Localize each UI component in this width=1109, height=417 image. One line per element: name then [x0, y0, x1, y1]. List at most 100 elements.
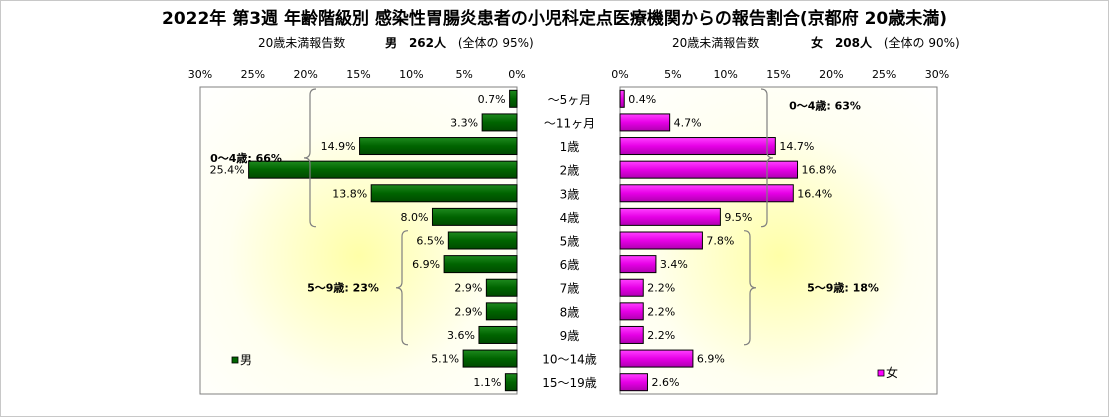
male-header: 20歳未満報告数 男 262人 (全体の 95%)	[258, 34, 534, 51]
category-label: 9歳	[560, 329, 580, 343]
female-header: 20歳未満報告数 女 208人 (全体の 90%)	[672, 34, 960, 51]
female-data-label: 2.2%	[647, 329, 675, 342]
male-total: 262人	[408, 36, 447, 50]
male-bar	[504, 373, 518, 392]
female-bar	[619, 325, 644, 344]
female-data-label: 2.6%	[651, 376, 679, 389]
category-label: ～5ヶ月	[548, 93, 592, 107]
female-data-label: 16.4%	[797, 187, 832, 200]
female-bar	[619, 137, 776, 156]
male-bar	[359, 137, 518, 156]
female-bar	[619, 373, 648, 392]
female-data-label: 14.7%	[779, 140, 814, 153]
male-bar	[478, 325, 518, 344]
female-data-label: 2.2%	[647, 282, 675, 295]
female-bar	[619, 302, 644, 321]
male-data-label: 14.9%	[321, 140, 356, 153]
female-x-tick-label: 10%	[713, 68, 737, 81]
category-label: 5歳	[560, 235, 580, 249]
male-bar	[447, 231, 518, 250]
female-bar	[619, 160, 799, 179]
female-x-tick-label: 5%	[664, 68, 681, 81]
female-x-tick-label: 30%	[925, 68, 949, 81]
female-bar	[619, 255, 657, 274]
male-data-label: 25.4%	[210, 164, 245, 177]
female-data-label: 9.5%	[724, 211, 752, 224]
male-bar	[370, 184, 518, 203]
male-x-tick-label: 5%	[455, 68, 472, 81]
category-label: 3歳	[560, 187, 580, 201]
male-bar	[431, 207, 518, 226]
female-data-label: 0.4%	[628, 93, 656, 106]
male-age-group-label: 5～9歳: 23%	[307, 281, 379, 295]
female-bar	[619, 113, 671, 132]
female-data-label: 4.7%	[674, 116, 702, 129]
male-sex-label: 男	[385, 36, 398, 50]
male-data-label: 6.5%	[416, 235, 444, 248]
female-x-tick-label: 0%	[611, 68, 628, 81]
male-data-label: 13.8%	[332, 187, 367, 200]
female-bar	[619, 349, 694, 368]
male-age-group-label: 0～4歳: 66%	[210, 151, 282, 165]
female-data-label: 3.4%	[660, 258, 688, 271]
female-age-group-brace	[760, 88, 774, 228]
male-data-label: 8.0%	[401, 211, 429, 224]
male-data-label: 5.1%	[431, 353, 459, 366]
male-legend-swatch	[231, 356, 239, 364]
female-age-group-label: 0～4歳: 63%	[789, 99, 861, 113]
chart-title: 2022年 第3週 年齢階級別 感染性胃腸炎患者の小児科定点医療機関からの報告割…	[161, 9, 947, 29]
male-data-label: 2.9%	[454, 305, 482, 318]
female-age-group-label: 5～9歳: 18%	[807, 281, 879, 295]
male-data-label: 3.6%	[447, 329, 475, 342]
category-label: 1歳	[560, 140, 580, 154]
male-bar	[481, 113, 518, 132]
category-label: ～11ヶ月	[544, 116, 595, 130]
female-total: 208人	[834, 36, 873, 50]
male-bar	[485, 278, 518, 297]
male-bar	[248, 160, 518, 179]
male-x-tick-label: 10%	[399, 68, 423, 81]
female-data-label: 2.2%	[647, 305, 675, 318]
category-label: 4歳	[560, 211, 580, 225]
female-data-label: 16.8%	[802, 164, 837, 177]
male-age-group-brace	[303, 88, 317, 228]
female-bar	[619, 89, 625, 108]
male-x-tick-label: 0%	[508, 68, 525, 81]
male-legend-label: 男	[240, 353, 252, 367]
female-data-label: 7.8%	[706, 235, 734, 248]
female-data-label: 6.9%	[697, 353, 725, 366]
female-legend-label: 女	[886, 365, 898, 380]
male-x-tick-label: 15%	[346, 68, 370, 81]
male-data-label: 0.7%	[478, 93, 506, 106]
male-bar	[509, 89, 518, 108]
male-bar	[462, 349, 518, 368]
category-label: 7歳	[560, 282, 580, 296]
female-legend-swatch	[877, 369, 885, 377]
male-age-group-brace	[395, 230, 409, 346]
male-data-label: 6.9%	[412, 258, 440, 271]
category-label: 10～14歳	[542, 353, 597, 367]
category-label: 8歳	[560, 305, 580, 319]
male-x-tick-label: 20%	[293, 68, 317, 81]
male-data-label: 1.1%	[473, 376, 501, 389]
female-x-tick-label: 20%	[819, 68, 843, 81]
female-share: (全体の 90%)	[883, 36, 960, 50]
male-bar	[485, 302, 518, 321]
male-share: (全体の 95%)	[457, 36, 534, 50]
female-count-label: 20歳未満報告数	[672, 36, 760, 50]
category-label: 6歳	[560, 258, 580, 272]
male-bar	[443, 255, 518, 274]
female-sex-label: 女	[811, 36, 824, 50]
female-bar	[619, 207, 721, 226]
male-data-label: 2.9%	[454, 282, 482, 295]
male-data-label: 3.3%	[450, 116, 478, 129]
female-bar	[619, 231, 703, 250]
category-label: 15～19歳	[542, 376, 597, 390]
female-x-tick-label: 15%	[766, 68, 790, 81]
female-age-group-brace	[743, 230, 757, 346]
male-x-tick-label: 25%	[241, 68, 265, 81]
female-bar	[619, 278, 644, 297]
male-x-tick-label: 30%	[188, 68, 212, 81]
category-label: 2歳	[560, 164, 580, 178]
